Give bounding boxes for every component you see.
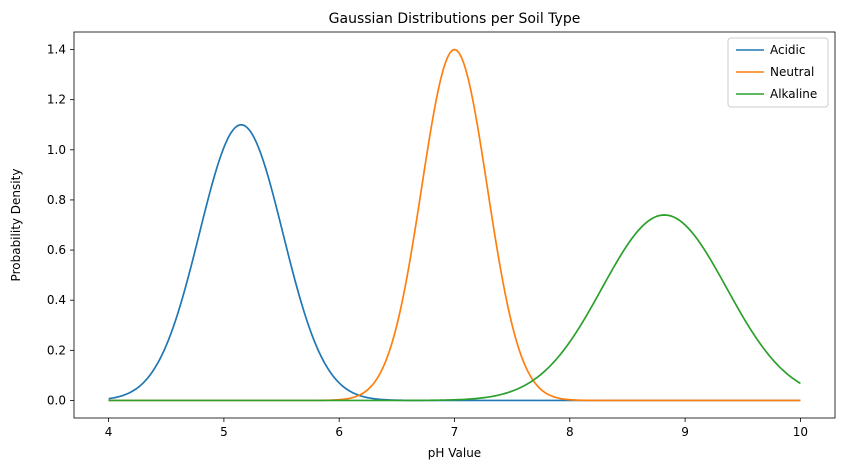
x-tick-label: 8	[566, 425, 574, 439]
y-tick-label: 0.0	[47, 393, 66, 407]
x-tick-label: 5	[220, 425, 228, 439]
y-tick-label: 0.6	[47, 243, 66, 257]
plot-background	[74, 32, 835, 418]
y-tick-label: 0.4	[47, 293, 66, 307]
legend-box	[727, 37, 829, 108]
x-axis-label: pH Value	[428, 446, 481, 460]
series-line-alkaline	[108, 214, 801, 402]
x-tick-label: 6	[335, 425, 343, 439]
y-tick-label: 0.2	[47, 343, 66, 357]
y-tick-label: 1.0	[47, 143, 66, 157]
series-layer	[108, 48, 801, 402]
chart-title: Gaussian Distributions per Soil Type	[329, 11, 581, 27]
legend-label-alkaline: Alkaline	[770, 87, 817, 101]
legend-label-acidic: Acidic	[770, 43, 805, 57]
y-tick-label: 0.8	[47, 193, 66, 207]
x-tick-label: 4	[105, 425, 113, 439]
x-tick-label: 10	[793, 425, 808, 439]
legend: Acidic Neutral Alkaline	[727, 37, 829, 108]
y-axis-label: Probability Density	[9, 169, 23, 282]
y-ticks: 0.0 0.2 0.4 0.6 0.8 1.0 1.2 1.4	[47, 43, 74, 407]
legend-label-neutral: Neutral	[770, 65, 814, 79]
y-tick-label: 1.2	[47, 93, 66, 107]
x-ticks: 4 5 6 7 8 9 10	[105, 418, 808, 439]
x-tick-label: 7	[451, 425, 459, 439]
x-tick-label: 9	[681, 425, 689, 439]
plot-frame	[73, 31, 836, 419]
y-tick-label: 1.4	[47, 43, 66, 57]
